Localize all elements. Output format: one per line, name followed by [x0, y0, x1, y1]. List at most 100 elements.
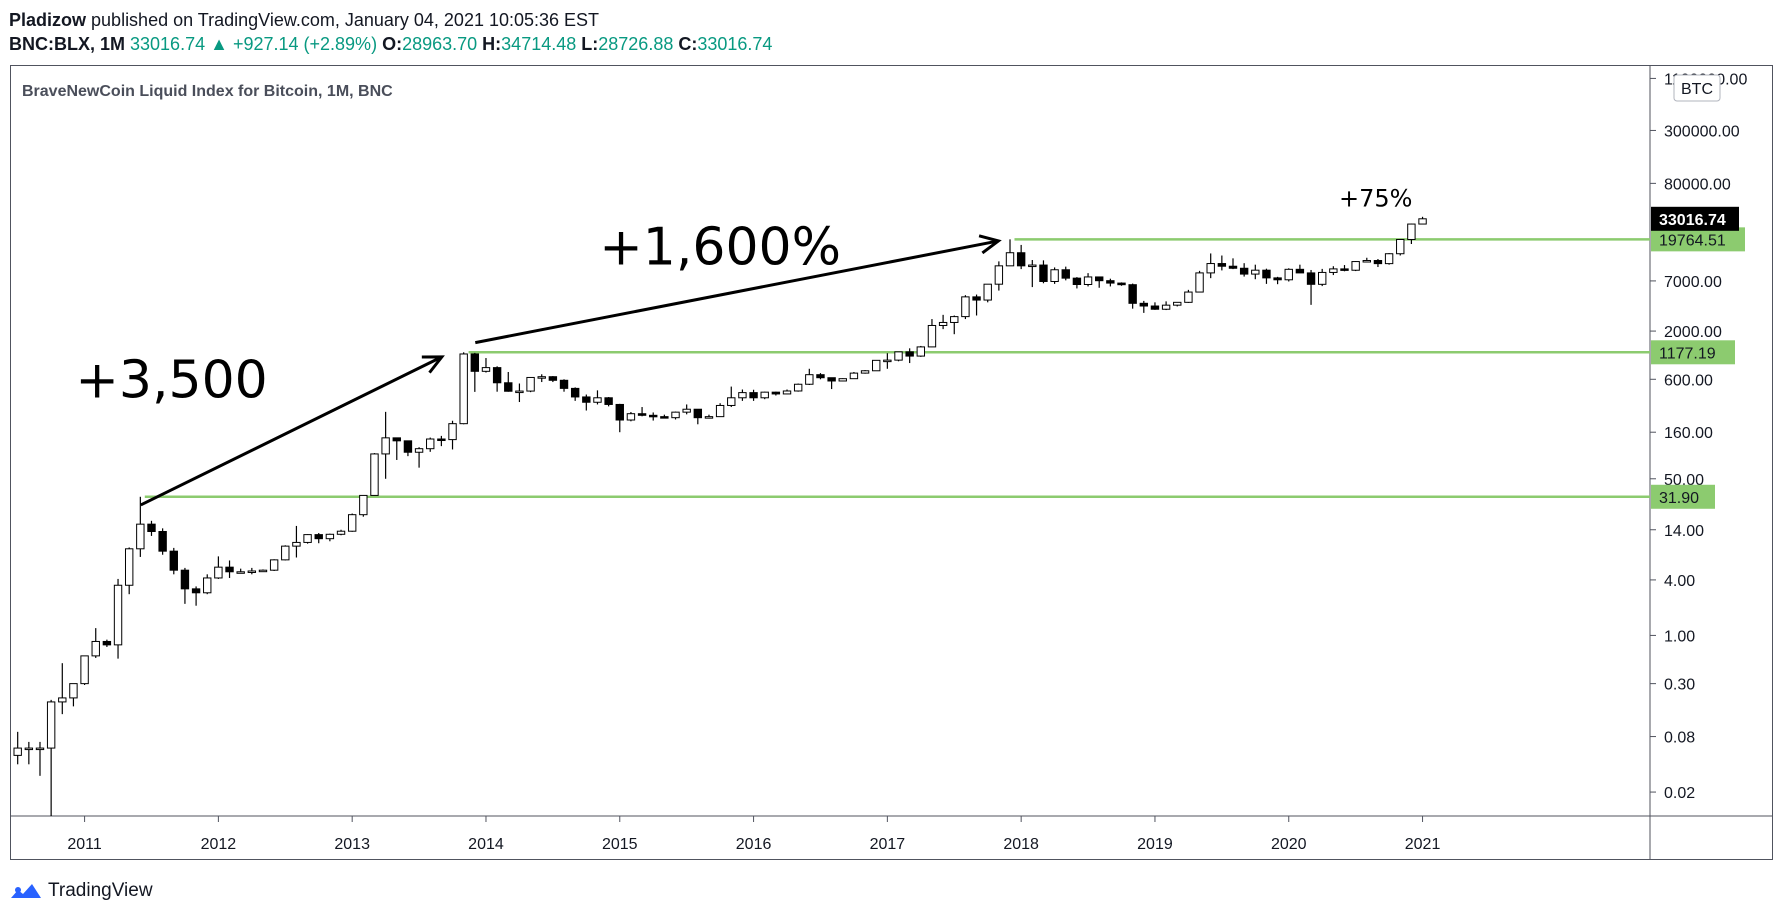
gain-annotation[interactable]: +1,600% — [599, 218, 841, 278]
candle-body[interactable] — [715, 404, 725, 418]
candle-body[interactable] — [827, 377, 836, 382]
currency-badge[interactable] — [1673, 74, 1721, 102]
candle-body[interactable] — [582, 396, 591, 403]
candle-body[interactable] — [1039, 264, 1048, 282]
candle-body[interactable] — [1340, 268, 1349, 271]
brand-text[interactable]: TradingView — [48, 880, 153, 901]
candle-body[interactable] — [905, 351, 914, 357]
candle-body[interactable] — [80, 655, 89, 685]
candle-body[interactable] — [1396, 238, 1405, 255]
candle-body[interactable] — [336, 530, 346, 535]
candle-body[interactable] — [158, 531, 167, 552]
author-name[interactable]: Pladizow — [9, 10, 87, 30]
candle-body[interactable] — [816, 374, 825, 379]
candle-body[interactable] — [1005, 252, 1015, 267]
candle-body[interactable] — [1318, 271, 1327, 285]
candle-body[interactable] — [437, 438, 446, 442]
candle-body[interactable] — [492, 367, 502, 384]
candle-body[interactable] — [214, 566, 223, 579]
candle-body[interactable] — [1117, 282, 1126, 286]
candle-body[interactable] — [236, 571, 245, 574]
candle-body[interactable] — [1161, 304, 1171, 310]
candle-body[interactable] — [24, 747, 34, 751]
candle-body[interactable] — [136, 523, 145, 550]
candle-body[interactable] — [392, 437, 401, 442]
candle-body[interactable] — [46, 701, 56, 749]
candle-body[interactable] — [1095, 276, 1104, 282]
candle-body[interactable] — [91, 640, 100, 657]
candle-body[interactable] — [559, 379, 569, 389]
candle-body[interactable] — [515, 390, 524, 394]
candle-body[interactable] — [872, 359, 881, 372]
candle-body[interactable] — [1251, 269, 1260, 275]
candle-body[interactable] — [225, 566, 234, 573]
candle-body[interactable] — [269, 559, 279, 571]
candle-body[interactable] — [1284, 268, 1293, 281]
candle-body[interactable] — [58, 697, 67, 703]
candle-body[interactable] — [124, 548, 134, 586]
candle-body[interactable] — [883, 359, 892, 363]
candle-body[interactable] — [1362, 260, 1371, 263]
candle-body[interactable] — [1384, 253, 1394, 265]
candle-body[interactable] — [1083, 276, 1093, 286]
candle-body[interactable] — [1150, 305, 1160, 310]
candle-body[interactable] — [1028, 264, 1037, 268]
candle-body[interactable] — [961, 296, 970, 318]
gain-annotation[interactable]: +3,500 — [75, 351, 267, 411]
candle-body[interactable] — [481, 367, 491, 372]
candle-body[interactable] — [1373, 260, 1383, 265]
candle-body[interactable] — [548, 376, 558, 381]
candle-body[interactable] — [1306, 272, 1316, 285]
candle-body[interactable] — [526, 376, 535, 392]
candle-body[interactable] — [649, 414, 658, 418]
candle-body[interactable] — [916, 346, 926, 357]
candle-body[interactable] — [113, 584, 123, 646]
candle-body[interactable] — [626, 413, 636, 421]
candle-body[interactable] — [938, 321, 948, 326]
candle-body[interactable] — [169, 550, 178, 571]
candle-body[interactable] — [637, 413, 647, 416]
candle-body[interactable] — [1128, 284, 1137, 304]
candle-body[interactable] — [281, 545, 290, 561]
candle-body[interactable] — [760, 391, 769, 399]
candle-body[interactable] — [771, 391, 781, 395]
candle-body[interactable] — [1217, 263, 1227, 267]
candle-body[interactable] — [370, 453, 379, 496]
candle-body[interactable] — [13, 747, 22, 756]
candle-body[interactable] — [1050, 269, 1059, 282]
candle-body[interactable] — [793, 383, 803, 392]
candle-body[interactable] — [325, 533, 335, 540]
candle-body[interactable] — [1173, 301, 1182, 306]
candle-body[interactable] — [950, 316, 959, 323]
tradingview-logo-icon[interactable] — [10, 882, 42, 900]
candle-body[interactable] — [727, 397, 736, 406]
candle-body[interactable] — [660, 416, 669, 419]
trend-arrow-line[interactable] — [474, 239, 999, 345]
candle-body[interactable] — [1106, 280, 1115, 284]
candle-body[interactable] — [1351, 261, 1360, 271]
candle-body[interactable] — [593, 397, 602, 403]
candle-body[interactable] — [459, 353, 468, 425]
candle-body[interactable] — [426, 438, 435, 450]
candle-body[interactable] — [1262, 269, 1271, 279]
candle-body[interactable] — [1273, 277, 1282, 281]
candle-body[interactable] — [704, 416, 714, 419]
candle-body[interactable] — [1407, 223, 1416, 240]
gain-annotation[interactable]: +75% — [1339, 184, 1412, 212]
candle-body[interactable] — [1329, 268, 1338, 273]
candle-body[interactable] — [258, 569, 268, 573]
candle-body[interactable] — [1072, 277, 1082, 286]
candle-body[interactable] — [738, 392, 747, 399]
candle-body[interactable] — [381, 437, 390, 455]
candle-body[interactable] — [314, 534, 323, 540]
candle-body[interactable] — [191, 588, 201, 594]
candle-body[interactable] — [1418, 218, 1427, 225]
candle-body[interactable] — [537, 376, 546, 379]
candle-body[interactable] — [693, 408, 703, 419]
candle-body[interactable] — [749, 392, 758, 399]
candle-body[interactable] — [347, 514, 357, 532]
candle-body[interactable] — [1295, 268, 1305, 274]
candle-body[interactable] — [894, 351, 903, 361]
candle-body[interactable] — [604, 397, 613, 405]
